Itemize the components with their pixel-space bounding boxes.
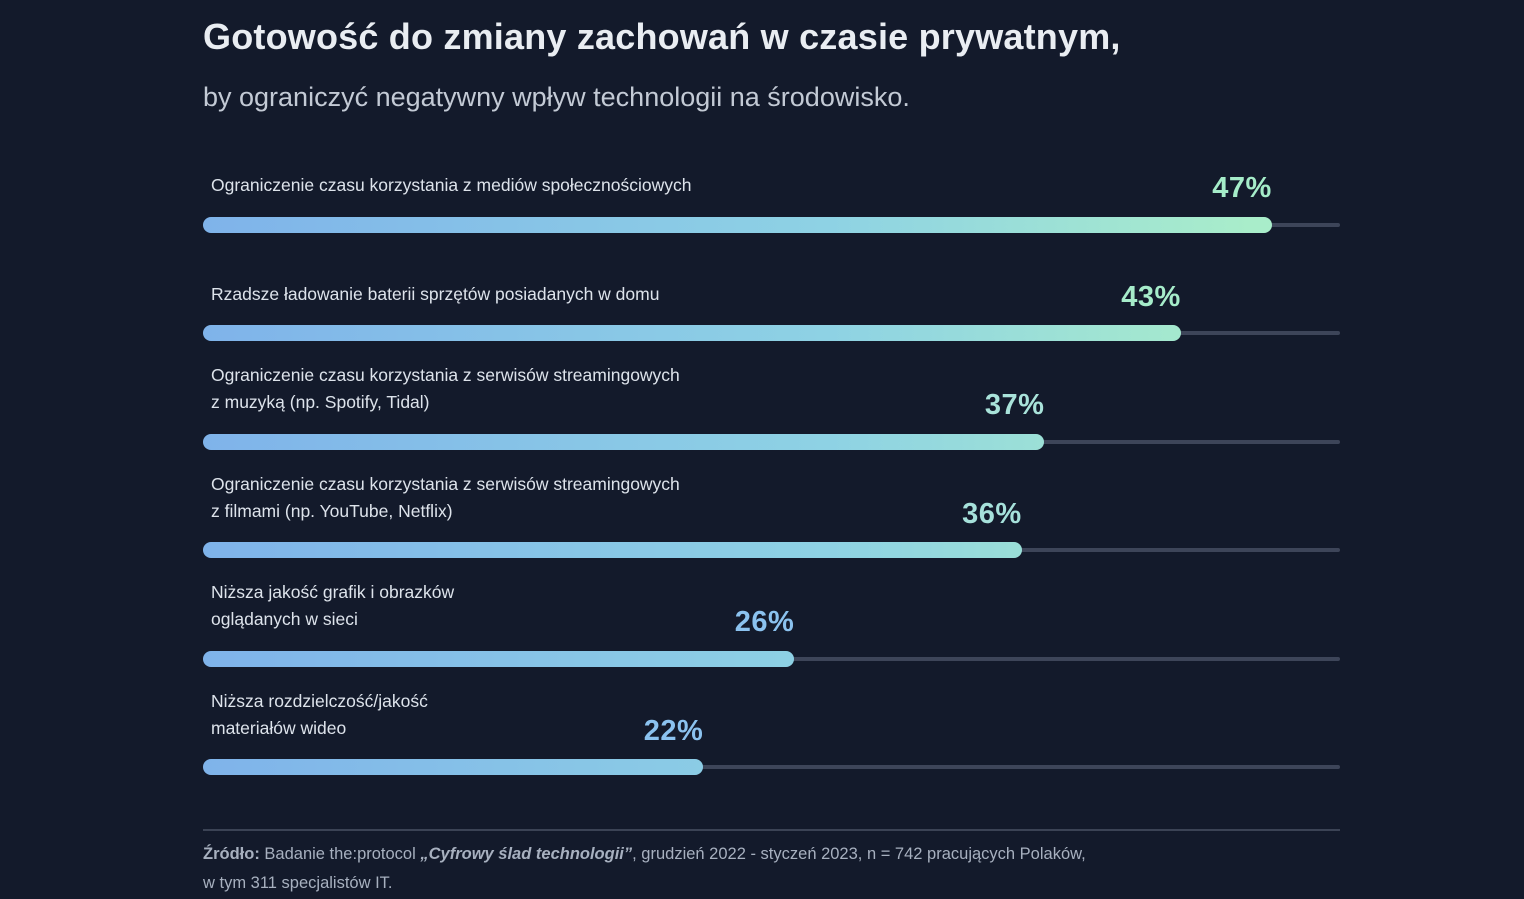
- page-subtitle: by ograniczyć negatywny wpływ technologi…: [203, 82, 910, 113]
- bar-category-label-line: Ograniczenie czasu korzystania z mediów …: [211, 175, 692, 196]
- source-note-line2: w tym 311 specjalistów IT.: [203, 874, 393, 893]
- bar-category-label-line: z muzyką (np. Spotify, Tidal): [211, 392, 430, 413]
- bar-category-label-line: z filmami (np. YouTube, Netflix): [211, 500, 453, 521]
- bar-fill: [203, 216, 1272, 233]
- bar-category-label-line: Ograniczenie czasu korzystania z serwisó…: [211, 365, 680, 386]
- bar-category-label-line: Niższa rozdzielczość/jakość: [211, 690, 428, 711]
- bar-fill: [203, 433, 1045, 450]
- bar-track: [203, 765, 1340, 770]
- source-note-segment: „Cyfrowy ślad technologii”: [420, 844, 633, 863]
- bar-value-label: 26%: [734, 606, 795, 639]
- bar-category-label-line: Rzadsze ładowanie baterii sprzętów posia…: [211, 283, 660, 304]
- bar-area: [203, 216, 1340, 233]
- bar-value-label: 36%: [962, 497, 1022, 530]
- source-note: Źródło: Badanie the:protocol „Cyfrowy śl…: [203, 840, 1340, 899]
- bar-area: [203, 759, 1340, 776]
- bar-category-label: Ograniczenie czasu korzystania z serwisó…: [211, 471, 680, 525]
- bar-category-label-line: materiałów wideo: [211, 717, 347, 738]
- footer-divider: [203, 828, 1340, 831]
- page-title: Gotowość do zmiany zachowań w czasie pry…: [203, 16, 1121, 57]
- bar-fill: [203, 759, 704, 776]
- bar-value-label: 43%: [1121, 280, 1181, 313]
- bar-area: [203, 542, 1340, 559]
- source-note-segment: Źródło:: [203, 844, 260, 863]
- chart-header: Gotowość do zmiany zachowań w czasie pry…: [203, 0, 1340, 114]
- bar-category-label-line: oglądanych w sieci: [211, 609, 358, 630]
- bar-category-label: Niższa rozdzielczość/jakość materiałów wi…: [211, 688, 428, 742]
- bar-value-label: 37%: [984, 389, 1045, 422]
- bar-value-label: 47%: [1212, 172, 1272, 205]
- bar-row: Ograniczenie czasu korzystania z mediów …: [203, 165, 1340, 274]
- bar-rows: Ograniczenie czasu korzystania z mediów …: [203, 165, 1340, 816]
- bar-area: [203, 650, 1340, 667]
- bar-row: Niższa rozdzielczość/jakość materiałów wi…: [203, 691, 1340, 816]
- bar-area: [203, 433, 1340, 450]
- bar-category-label: Ograniczenie czasu korzystania z serwisó…: [211, 362, 680, 416]
- bar-fill: [203, 325, 1181, 342]
- bar-fill: [203, 542, 1022, 559]
- source-note-segment: , grudzień 2022 - styczeń 2023, n = 742 …: [632, 844, 1086, 863]
- bar-category-label-line: Niższa jakość grafik i obrazków: [211, 582, 455, 603]
- bar-area: [203, 325, 1340, 342]
- bar-category-label: Ograniczenie czasu korzystania z mediów …: [211, 172, 692, 199]
- bar-category-label: Niższa jakość grafik i obrazków oglądanyc…: [211, 579, 454, 633]
- source-note-line1: Źródło: Badanie the:protocol „Cyfrowy śl…: [203, 845, 1086, 863]
- bar-category-label: Rzadsze ładowanie baterii sprzętów posia…: [211, 281, 659, 308]
- bar-fill: [203, 650, 795, 667]
- bar-category-label-line: Ograniczenie czasu korzystania z serwisó…: [211, 473, 680, 494]
- source-note-segment: Badanie the:protocol: [259, 844, 421, 863]
- bar-value-label: 22%: [643, 714, 704, 747]
